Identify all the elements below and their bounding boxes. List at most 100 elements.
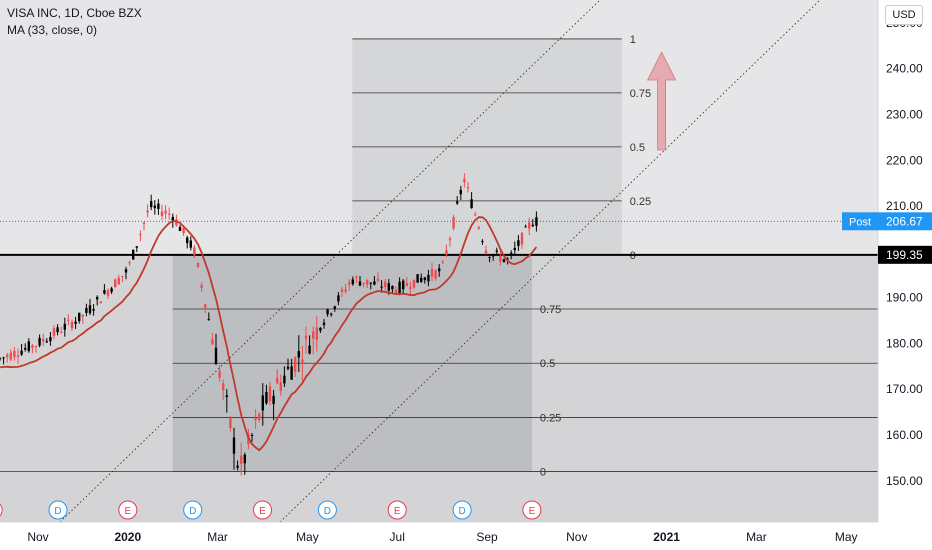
candle [196, 262, 200, 267]
x-tick-label: Mar [746, 530, 767, 544]
candle [402, 280, 405, 290]
candle [376, 279, 380, 282]
candle [423, 277, 426, 281]
candle [117, 277, 120, 285]
candle [304, 335, 308, 339]
candle [477, 227, 480, 229]
candle [31, 345, 34, 348]
candle [484, 250, 488, 254]
candle [16, 355, 20, 357]
event-label: D [324, 506, 331, 517]
candle [366, 279, 369, 285]
candle [384, 281, 387, 288]
candle [2, 357, 5, 359]
candle [506, 258, 509, 260]
event-marker-e [253, 500, 272, 520]
candle [434, 270, 437, 279]
candle [99, 301, 102, 304]
y-tick-label: 170.00 [886, 382, 923, 396]
candle [272, 395, 275, 405]
x-tick-label: Nov [27, 530, 48, 544]
candle [182, 227, 185, 234]
candle [513, 247, 516, 251]
y-tick-label: 160.00 [886, 428, 923, 442]
candle [135, 246, 138, 248]
ma-indicator-label: MA (33, close, 0) [7, 23, 98, 37]
candle [358, 281, 362, 286]
candle [416, 274, 419, 283]
x-tick-label: Nov [566, 530, 587, 544]
y-tick-label: 190.00 [886, 291, 923, 305]
candle [427, 274, 430, 282]
candle [24, 348, 27, 350]
candle [171, 216, 174, 221]
candle [200, 285, 203, 288]
candle [412, 279, 416, 288]
candle [207, 318, 210, 321]
candle [232, 437, 236, 454]
candle [225, 395, 228, 398]
event-label: D [54, 506, 61, 517]
candle [254, 417, 257, 421]
candle [124, 269, 128, 273]
price-axis [878, 0, 932, 550]
candle [218, 370, 221, 378]
y-tick-label: 180.00 [886, 336, 923, 350]
fib-upper-label: 0.25 [630, 196, 651, 208]
candle [204, 304, 207, 308]
trend-line-lower [279, 0, 821, 523]
event-marker-e [118, 500, 138, 520]
candle [178, 227, 182, 231]
candle [297, 351, 300, 358]
candle [103, 290, 106, 294]
candle [445, 250, 448, 255]
candle [193, 247, 196, 256]
post-price-tag [878, 212, 932, 231]
candle [121, 275, 124, 277]
candle [70, 321, 74, 329]
candle [114, 279, 117, 288]
candle [405, 282, 408, 286]
candle [0, 358, 2, 360]
candle [56, 327, 59, 333]
candle [340, 289, 344, 292]
fib-lower-label: 0.5 [540, 358, 555, 370]
candle [153, 205, 156, 209]
candle [243, 454, 246, 464]
y-tick-label: 240.00 [886, 62, 923, 76]
candle [78, 312, 81, 321]
candle [63, 323, 66, 330]
candle [380, 286, 383, 288]
fib-upper-label: 0.75 [630, 88, 651, 100]
candle [474, 214, 477, 216]
candle [74, 321, 77, 324]
candle [488, 256, 491, 259]
candle [261, 395, 264, 411]
event-label: D [189, 506, 196, 517]
fib-lower-label: 0.25 [540, 412, 561, 424]
up-arrow [646, 51, 677, 151]
candle [355, 276, 358, 278]
x-tick-label: Mar [207, 530, 228, 544]
candle [308, 345, 311, 354]
x-tick-label: Jul [390, 530, 405, 544]
currency-button[interactable]: USD [885, 5, 923, 25]
y-tick-label: 230.00 [886, 107, 923, 121]
candle [106, 290, 110, 296]
candle [312, 331, 315, 339]
candle [268, 386, 272, 402]
candles [0, 173, 538, 476]
candle [13, 351, 16, 358]
candle [52, 328, 56, 336]
trend-line-upper [59, 0, 601, 523]
candle [67, 319, 70, 321]
post-tag [842, 212, 878, 231]
candle [222, 383, 225, 390]
event-marker-d [452, 500, 472, 520]
post-price-label: 206.67 [886, 214, 923, 228]
ma-line [0, 216, 538, 452]
candle [387, 283, 390, 291]
candle [315, 327, 318, 340]
candle [38, 337, 41, 346]
